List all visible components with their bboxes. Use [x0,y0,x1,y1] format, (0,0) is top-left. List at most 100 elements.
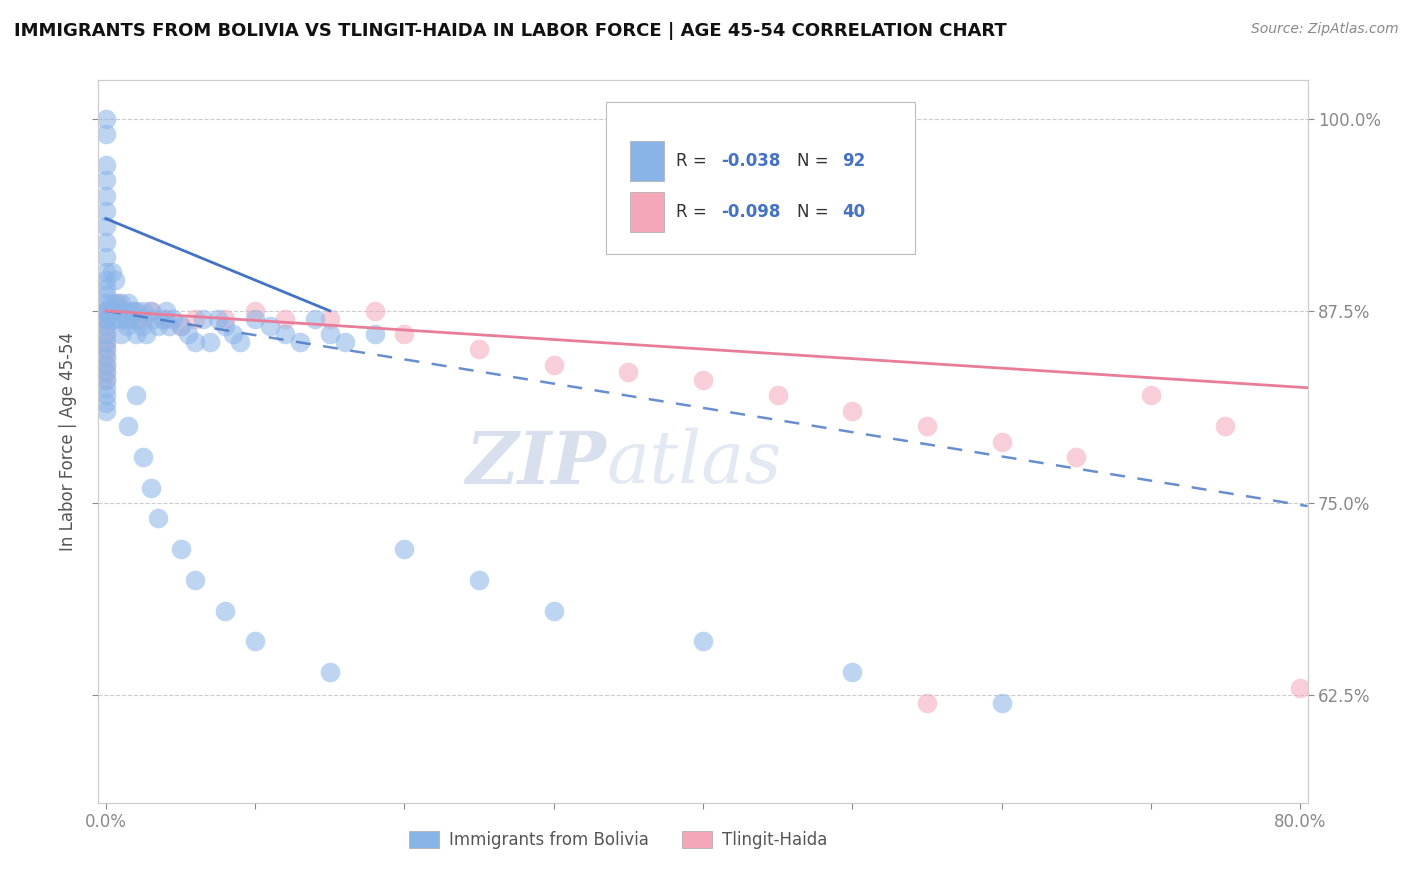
FancyBboxPatch shape [630,142,664,181]
Point [543,604,565,618]
Point [117,419,139,434]
Point [333,334,356,349]
Point [1289,681,1312,695]
Point [94,319,117,334]
Point [94,288,117,302]
Point [94,388,117,402]
Point [146,511,169,525]
Point [990,696,1012,710]
Point [157,319,180,334]
Point [1215,419,1237,434]
Text: R =: R = [676,203,713,221]
Point [94,311,117,326]
Point [139,481,162,495]
Point [155,304,177,318]
Point [319,326,342,341]
Point [94,334,117,349]
Point [94,173,117,187]
Point [94,219,117,234]
Point [243,311,266,326]
Point [125,304,148,318]
Point [94,350,117,364]
Point [112,304,135,318]
Point [139,304,162,318]
Point [184,334,207,349]
Point [274,326,297,341]
Point [288,334,311,349]
Point [155,311,177,326]
Point [117,296,139,310]
Point [94,396,117,410]
Point [135,326,157,341]
Text: R =: R = [676,153,713,170]
Point [121,304,143,318]
Point [94,365,117,379]
Point [304,311,326,326]
Legend: Immigrants from Bolivia, Tlingit-Haida: Immigrants from Bolivia, Tlingit-Haida [402,824,834,856]
Point [131,319,153,334]
Point [184,311,207,326]
Point [259,319,281,334]
Text: ZIP: ZIP [465,428,606,499]
Text: 92: 92 [842,153,865,170]
Point [214,319,236,334]
Point [115,319,138,334]
Point [132,450,155,464]
Point [363,304,385,318]
Point [125,388,148,402]
Point [363,326,385,341]
Point [94,373,117,387]
Point [105,296,128,310]
Point [162,311,184,326]
Point [110,304,132,318]
Text: 40: 40 [842,203,865,221]
Point [94,404,117,418]
Point [94,250,117,264]
Point [125,311,148,326]
Point [915,696,938,710]
Point [146,319,169,334]
Point [94,381,117,395]
Point [543,358,565,372]
Point [841,665,863,680]
Text: -0.038: -0.038 [721,153,780,170]
Point [139,304,162,318]
Point [94,304,117,318]
Point [128,311,150,326]
Point [118,311,141,326]
FancyBboxPatch shape [606,102,915,253]
Point [169,319,191,334]
Point [229,334,252,349]
Point [108,311,131,326]
Text: N =: N = [797,153,834,170]
Point [394,326,416,341]
Point [103,311,125,326]
Point [121,304,143,318]
Text: atlas: atlas [606,428,782,499]
Point [841,404,863,418]
Point [132,311,155,326]
Point [1140,388,1163,402]
Point [107,304,129,318]
Text: Source: ZipAtlas.com: Source: ZipAtlas.com [1251,22,1399,37]
Point [200,334,222,349]
Point [94,311,117,326]
Point [94,203,117,218]
Point [94,334,117,349]
Point [94,296,117,310]
Point [94,343,117,357]
Point [94,304,117,318]
Point [94,265,117,279]
Point [94,326,117,341]
Point [191,311,214,326]
Point [101,296,124,310]
Point [394,542,416,557]
Point [114,311,136,326]
Point [94,358,117,372]
Point [94,365,117,379]
Point [243,634,266,648]
Point [222,326,245,341]
Point [94,373,117,387]
Point [94,326,117,341]
Text: IMMIGRANTS FROM BOLIVIA VS TLINGIT-HAIDA IN LABOR FORCE | AGE 45-54 CORRELATION : IMMIGRANTS FROM BOLIVIA VS TLINGIT-HAIDA… [14,22,1007,40]
